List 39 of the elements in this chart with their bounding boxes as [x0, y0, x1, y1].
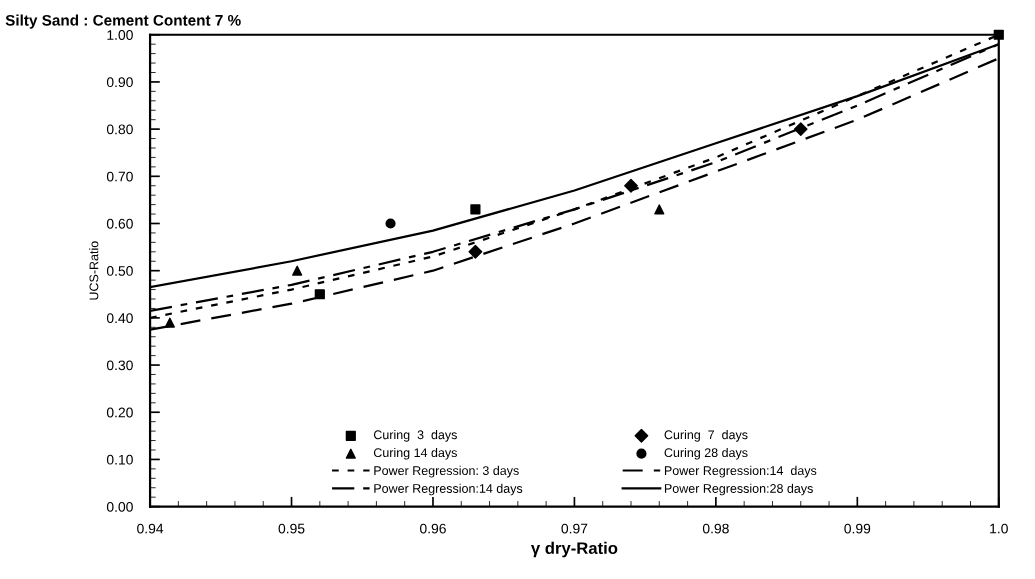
legend-label: Power Regression:28 days — [664, 483, 813, 496]
x-tick-label: 0.95 — [278, 523, 305, 534]
point — [314, 289, 325, 300]
y-tick-label: 0.20 — [106, 407, 133, 418]
legend-label: Curing 14 days — [373, 447, 457, 460]
y-tick-label: 0.90 — [106, 77, 133, 88]
y-tick-label: 0.00 — [106, 501, 133, 512]
point — [470, 204, 481, 215]
y-axis-title: UCS-Ratio — [89, 241, 99, 300]
point — [292, 265, 303, 276]
point — [164, 317, 175, 328]
point — [624, 178, 638, 193]
legend-label: Power Regression:14 days — [664, 465, 817, 478]
point — [793, 122, 808, 137]
x-tick-label: 0.97 — [561, 523, 588, 534]
y-tick-label: 0.10 — [106, 454, 133, 465]
y-tick-label: 0.70 — [106, 171, 133, 182]
legend-label: Power Regression: 3 days — [374, 465, 519, 478]
x-tick-label: 0.99 — [844, 523, 871, 534]
legend-label: Curing 3 days — [373, 430, 457, 442]
x-tick-label: 0.96 — [420, 523, 446, 534]
point — [385, 218, 396, 229]
y-tick-label: 0.60 — [106, 218, 133, 229]
x-tick-label: 0.98 — [702, 523, 729, 534]
x-tick-label: 1.0 — [990, 523, 1008, 534]
y-tick-label: 0.30 — [106, 360, 133, 371]
legend-label: Power Regression:14 days — [374, 483, 523, 496]
x-tick-label: 0.94 — [137, 523, 164, 534]
legend-label: Curing 7 days — [664, 430, 748, 442]
legend-label: Curing 28 days — [664, 447, 748, 460]
y-tick-label: 1.00 — [107, 30, 133, 40]
x-axis-title: γ dry-Ratio — [530, 541, 618, 558]
chart-title: Silty Sand : Cement Content 7 % — [5, 14, 241, 29]
point — [468, 244, 483, 259]
y-tick-label: 0.40 — [106, 313, 133, 324]
y-tick-label: 0.80 — [106, 124, 133, 135]
point — [654, 204, 665, 215]
y-tick-label: 0.50 — [106, 266, 133, 276]
point — [993, 29, 1004, 40]
